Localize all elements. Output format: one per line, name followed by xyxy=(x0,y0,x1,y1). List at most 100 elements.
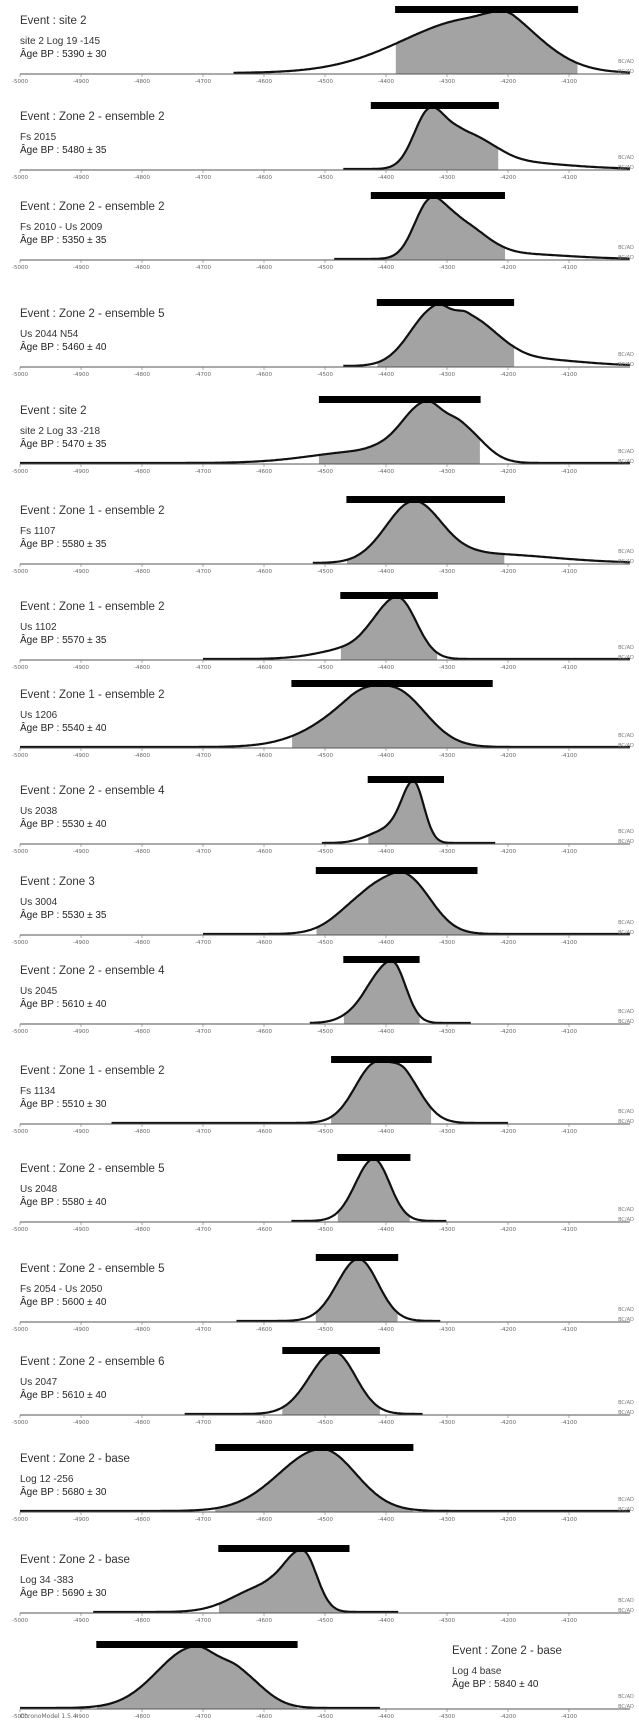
event-title: Event : Zone 2 - ensemble 5 xyxy=(20,1163,164,1175)
x-tick-label: -4900 xyxy=(73,753,89,759)
x-tick-label: -5000 xyxy=(12,1129,28,1135)
x-tick-label: -4600 xyxy=(256,469,272,475)
event-age-bp: Âge BP : 5610 ± 40 xyxy=(20,1388,107,1401)
x-tick-label: -4600 xyxy=(256,1327,272,1333)
x-tick-label: -4100 xyxy=(561,372,577,378)
unit-label-bottom: BC/AD xyxy=(618,69,634,75)
x-tick-label: -4100 xyxy=(561,469,577,475)
event-sample-label: Us 2044 N54 xyxy=(20,329,79,340)
x-tick-label: -5000 xyxy=(12,1420,28,1426)
x-tick-label: -4100 xyxy=(561,569,577,575)
x-tick-label: -4600 xyxy=(256,849,272,855)
unit-label-top: BC/AD xyxy=(618,1207,634,1213)
hpd-interval-bar xyxy=(376,299,515,306)
x-tick-label: -4500 xyxy=(317,569,333,575)
x-tick-label: -4500 xyxy=(317,372,333,378)
event-title: Event : site 2 xyxy=(20,405,86,417)
event-panel: -5000 -4900 -4800 -4700 -4600 -4500 -4400 -4300… xyxy=(12,192,634,271)
event-panel: -5000 -4900 -4800 -4700 -4600 -4500 -4400 -4300… xyxy=(12,592,634,671)
event-sample-label: Us 2038 xyxy=(20,806,58,817)
hpd-interval-bar xyxy=(367,776,444,783)
hpd-area xyxy=(347,501,505,564)
x-tick-label: -4600 xyxy=(256,265,272,271)
x-tick-label: -4500 xyxy=(317,1129,333,1135)
x-tick-label: -4300 xyxy=(439,1327,455,1333)
unit-label-bottom: BC/AD xyxy=(618,1704,634,1710)
x-tick-label: -4200 xyxy=(500,569,516,575)
x-tick-label: -4700 xyxy=(195,1714,211,1720)
x-tick-label: -4200 xyxy=(500,1129,516,1135)
x-tick-label: -4500 xyxy=(317,665,333,671)
hpd-interval-bar xyxy=(315,1254,399,1261)
density-curve xyxy=(291,1157,447,1223)
event-panel: -5000 -4900 -4800 -4700 -4600 -4500 -4400 -4300… xyxy=(12,776,634,855)
x-tick-label: -4200 xyxy=(500,1517,516,1523)
x-tick-label: -4400 xyxy=(378,469,394,475)
hpd-area xyxy=(377,304,515,367)
x-tick-label: -4800 xyxy=(134,753,150,759)
x-tick-label: -4500 xyxy=(317,175,333,181)
x-tick-label: -4100 xyxy=(561,1420,577,1426)
density-curve xyxy=(343,105,630,171)
unit-label-bottom: BC/AD xyxy=(618,839,634,845)
unit-label-bottom: BC/AD xyxy=(618,655,634,661)
density-curve xyxy=(312,499,631,564)
x-tick-label: -4700 xyxy=(195,849,211,855)
x-tick-label: -4800 xyxy=(134,940,150,946)
unit-label-top: BC/AD xyxy=(618,645,634,651)
x-tick-label: -4500 xyxy=(317,1327,333,1333)
unit-label-bottom: BC/AD xyxy=(618,1217,634,1223)
x-tick-label: -5000 xyxy=(12,849,28,855)
event-sample-label: Us 1206 xyxy=(20,710,58,721)
x-tick-label: -4500 xyxy=(317,1517,333,1523)
unit-label-top: BC/AD xyxy=(618,1497,634,1503)
x-tick-label: -4900 xyxy=(73,1420,89,1426)
x-tick-label: -4200 xyxy=(500,665,516,671)
event-sample-label: Log 34 -383 xyxy=(20,1575,74,1586)
hpd-area xyxy=(331,1061,432,1124)
unit-label-bottom: BC/AD xyxy=(618,459,634,465)
hpd-interval-bar xyxy=(315,867,478,874)
hpd-interval-bar xyxy=(340,592,438,599)
density-curve xyxy=(20,399,630,465)
x-tick-label: -4100 xyxy=(561,849,577,855)
x-tick-label: -5000 xyxy=(12,1327,28,1333)
event-panel: -5000 -4900 -4800 -4700 -4600 -4500 -4400 -4300… xyxy=(12,1154,634,1233)
x-tick-label: -4800 xyxy=(134,1420,150,1426)
x-tick-label: -4600 xyxy=(256,1227,272,1233)
event-panel: -5000 -4900 -4800 -4700 -4600 -4500 -4400 -4300… xyxy=(12,1254,634,1333)
hpd-interval-bar xyxy=(370,102,499,109)
x-tick-label: -4100 xyxy=(561,1618,577,1624)
x-tick-label: -4900 xyxy=(73,849,89,855)
x-tick-label: -4900 xyxy=(73,665,89,671)
density-curve xyxy=(20,683,630,749)
x-tick-label: -4100 xyxy=(561,1129,577,1135)
event-title: Event : Zone 2 - ensemble 5 xyxy=(20,308,164,320)
unit-label-top: BC/AD xyxy=(618,733,634,739)
hpd-area xyxy=(282,1352,380,1415)
x-tick-label: -4700 xyxy=(195,569,211,575)
x-tick-label: -4900 xyxy=(73,79,89,85)
event-age-bp: Âge BP : 5350 ± 35 xyxy=(20,233,107,246)
event-panel: -5000 -4900 -4800 -4700 -4600 -4500 -4400 -4300… xyxy=(12,1347,634,1426)
event-title: Event : Zone 2 - ensemble 6 xyxy=(20,1356,164,1368)
x-tick-label: -4800 xyxy=(134,665,150,671)
x-tick-label: -5000 xyxy=(12,79,28,85)
event-age-bp: Âge BP : 5390 ± 30 xyxy=(20,47,107,60)
hpd-interval-bar xyxy=(218,1545,350,1552)
unit-label-top: BC/AD xyxy=(618,1109,634,1115)
x-tick-label: -4300 xyxy=(439,849,455,855)
x-tick-label: -4400 xyxy=(378,1420,394,1426)
x-tick-label: -4700 xyxy=(195,79,211,85)
density-curve xyxy=(343,302,631,367)
event-age-bp: Âge BP : 5570 ± 35 xyxy=(20,633,107,646)
hpd-area xyxy=(318,401,480,464)
x-tick-label: -4800 xyxy=(134,1517,150,1523)
unit-label-top: BC/AD xyxy=(618,1400,634,1406)
unit-label-bottom: BC/AD xyxy=(618,1019,634,1025)
x-tick-label: -4400 xyxy=(378,1227,394,1233)
x-tick-label: -4700 xyxy=(195,665,211,671)
event-sample-label: Us 1102 xyxy=(20,622,57,633)
hpd-area xyxy=(368,781,444,844)
event-sample-label: Us 2047 xyxy=(20,1377,58,1388)
